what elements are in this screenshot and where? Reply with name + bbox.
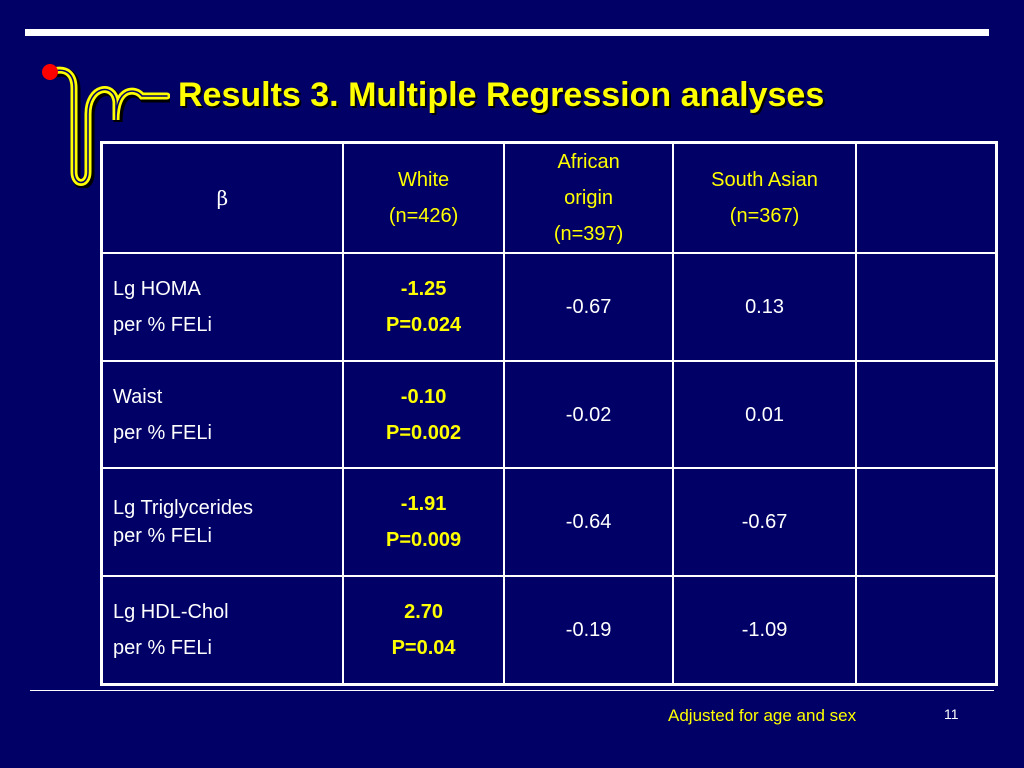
row-label-measure: Lg HDL-Chol <box>113 601 229 624</box>
tube-logo-icon <box>42 64 170 188</box>
header-south-asian: South Asian (n=367) <box>671 141 858 254</box>
header-african-label-2: origin <box>564 187 614 209</box>
header-extra <box>855 141 998 254</box>
south-asian-cell: 0.13 <box>671 252 858 362</box>
row-label: Lg Triglycerides per % FELi <box>100 467 344 578</box>
header-white-n: (n=426) <box>388 205 459 227</box>
white-p-value: P=0.024 <box>386 313 462 336</box>
row-label: Waist per % FELi <box>100 359 344 470</box>
white-cell: 2.70 P=0.04 <box>341 575 506 686</box>
row-label-measure: Lg HOMA <box>113 277 201 300</box>
african-cell: -0.19 <box>503 575 674 686</box>
red-dot-icon <box>42 64 58 80</box>
south-asian-cell: -0.67 <box>671 467 858 578</box>
row-label-unit: per % FELi <box>113 421 212 444</box>
african-cell: -0.64 <box>503 467 674 578</box>
white-beta: 2.70 <box>404 601 444 624</box>
row-label-measure: Lg Triglycerides <box>113 497 254 520</box>
header-african: African origin (n=397) <box>503 141 674 254</box>
header-beta: β <box>100 141 344 254</box>
slide-title: Results 3. Multiple Regression analyses <box>178 76 825 114</box>
table-row: Lg HOMA per % FELi -1.25 P=0.024 -0.67 0… <box>100 252 998 362</box>
header-white: White (n=426) <box>341 141 506 254</box>
row-label: Lg HOMA per % FELi <box>100 252 344 362</box>
header-african-n: (n=397) <box>553 223 624 245</box>
top-rule <box>25 29 989 36</box>
south-asian-cell: 0.01 <box>671 359 858 470</box>
white-p-value: P=0.04 <box>391 637 456 660</box>
extra-cell <box>855 575 998 686</box>
south-asian-cell: -1.09 <box>671 575 858 686</box>
bottom-rule <box>30 690 994 691</box>
header-row: β White (n=426) African origin (n=397) S… <box>100 141 998 254</box>
african-cell: -0.67 <box>503 252 674 362</box>
row-label-unit: per % FELi <box>113 637 212 660</box>
extra-cell <box>855 359 998 470</box>
white-beta: -0.10 <box>400 385 447 408</box>
row-label-unit: per % FELi <box>113 313 212 336</box>
table-row: Waist per % FELi -0.10 P=0.002 -0.02 0.0… <box>100 359 998 470</box>
white-beta: -1.91 <box>400 493 447 516</box>
white-cell: -1.25 P=0.024 <box>341 252 506 362</box>
table-row: Lg HDL-Chol per % FELi 2.70 P=0.04 -0.19… <box>100 575 998 686</box>
african-cell: -0.02 <box>503 359 674 470</box>
row-label-unit: per % FELi <box>113 525 212 548</box>
header-white-label: White <box>398 169 450 191</box>
white-cell: -1.91 P=0.009 <box>341 467 506 578</box>
page-number: 11 <box>944 706 959 722</box>
white-beta: -1.25 <box>400 277 447 300</box>
header-african-label-1: African <box>557 151 620 173</box>
row-label: Lg HDL-Chol per % FELi <box>100 575 344 686</box>
white-cell: -0.10 P=0.002 <box>341 359 506 470</box>
extra-cell <box>855 467 998 578</box>
white-p-value: P=0.002 <box>386 421 462 444</box>
row-label-measure: Waist <box>113 385 163 408</box>
white-p-value: P=0.009 <box>386 529 462 552</box>
footnote: Adjusted for age and sex <box>668 706 857 725</box>
table-row: Lg Triglycerides per % FELi -1.91 P=0.00… <box>100 467 998 578</box>
header-south-asian-label: South Asian <box>711 169 818 191</box>
extra-cell <box>855 252 998 362</box>
results-table: β White (n=426) African origin (n=397) S… <box>100 141 998 686</box>
header-south-asian-n: (n=367) <box>729 205 800 227</box>
